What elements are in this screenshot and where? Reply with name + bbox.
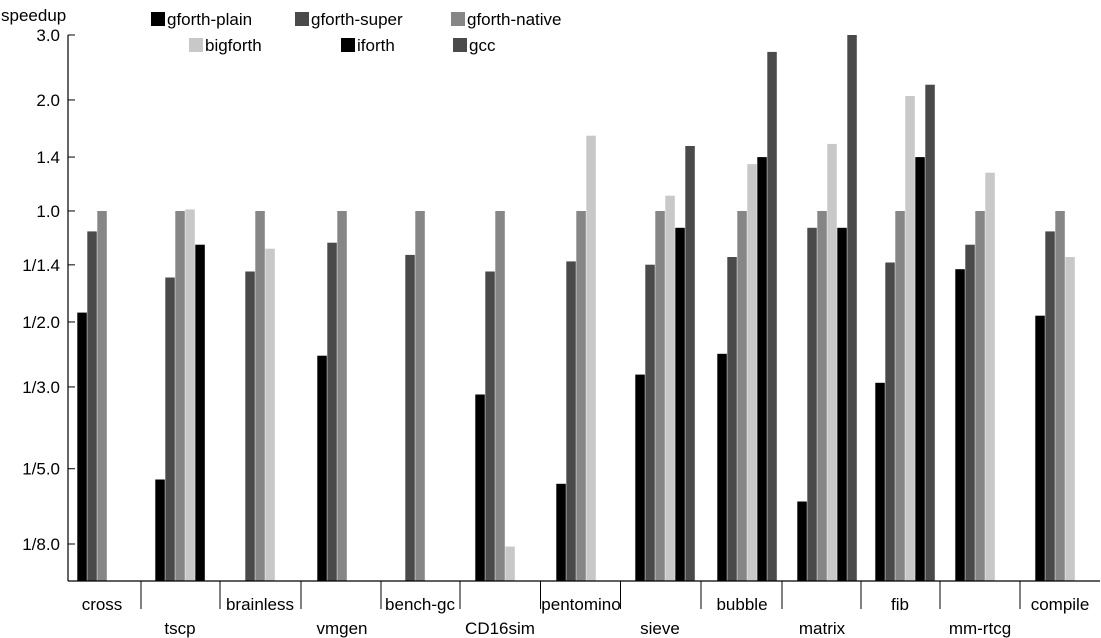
legend-label-bigforth: bigforth: [205, 36, 262, 55]
bar-bigforth-bubble: [747, 164, 757, 581]
bar-gforth-plain-cross: [77, 312, 87, 581]
bar-gforth-super-matrix: [807, 227, 817, 582]
bar-gcc-bubble: [767, 51, 777, 581]
bar-bigforth-tscp: [185, 209, 195, 581]
bar-iforth-fib: [915, 157, 925, 581]
legend-swatch-gcc: [453, 38, 467, 52]
category-label-compile: compile: [1031, 595, 1090, 614]
bar-iforth-tscp: [195, 244, 205, 581]
legend-swatch-gforth-super: [295, 12, 309, 26]
bar-gforth-plain-sieve: [635, 374, 645, 581]
bar-gforth-super-tscp: [165, 277, 175, 581]
bar-gforth-native-vmgen: [337, 211, 347, 581]
bar-gforth-native-mm-rtcg: [975, 211, 985, 581]
y-tick-label: 1.4: [36, 148, 60, 167]
category-label-vmgen: vmgen: [316, 619, 367, 638]
bar-gforth-plain-CD16sim: [475, 394, 485, 581]
bar-gcc-fib: [925, 84, 935, 581]
category-label-brainless: brainless: [226, 595, 294, 614]
bar-bigforth-matrix: [827, 143, 837, 581]
bar-gforth-super-mm-rtcg: [965, 244, 975, 581]
legend-swatch-gforth-plain: [151, 12, 165, 26]
y-tick-label: 2.0: [36, 91, 60, 110]
bar-gforth-plain-pentomino: [556, 483, 566, 581]
bar-gforth-super-fib: [885, 262, 895, 581]
bar-iforth-matrix: [837, 227, 847, 582]
bar-gforth-plain-mm-rtcg: [955, 269, 965, 581]
category-labels: cross tscp brainless vmgen bench-gc CD16sim pe…: [82, 595, 1090, 638]
bar-bigforth-sieve: [665, 195, 675, 581]
bar-gforth-plain-vmgen: [317, 355, 327, 581]
bar-bigforth-pentomino: [586, 135, 596, 581]
bar-gforth-super-cross: [87, 231, 97, 581]
bar-gforth-native-sieve: [655, 211, 665, 581]
bar-gforth-plain-compile: [1035, 315, 1045, 581]
y-tick-label: 1/1.4: [22, 256, 60, 275]
bar-gforth-native-fib: [895, 211, 905, 581]
y-tick-label: 1.0: [36, 202, 60, 221]
legend-label-iforth: iforth: [357, 36, 395, 55]
bar-gcc-sieve: [685, 146, 695, 581]
y-tick-label: 1/3.0: [22, 378, 60, 397]
bar-gforth-super-bench-gc: [405, 254, 415, 581]
y-tick-label: 3.0: [36, 26, 60, 45]
legend-swatch-bigforth: [189, 38, 203, 52]
bar-gforth-super-bubble: [727, 257, 737, 581]
category-label-fib: fib: [891, 595, 909, 614]
category-label-tscp: tscp: [164, 619, 195, 638]
bar-iforth-sieve: [675, 227, 685, 582]
category-label-bench-gc: bench-gc: [385, 595, 455, 614]
bar-bigforth-mm-rtcg: [985, 172, 995, 581]
bar-gforth-super-vmgen: [327, 242, 337, 581]
bar-iforth-bubble: [757, 157, 767, 581]
category-label-CD16sim: CD16sim: [465, 619, 535, 638]
axes: [67, 35, 1100, 609]
bar-gforth-plain-fib: [875, 382, 885, 581]
bar-gforth-plain-tscp: [155, 479, 165, 581]
bar-gforth-native-brainless: [255, 211, 265, 581]
category-label-cross: cross: [82, 595, 123, 614]
category-label-pentomino: pentomino: [541, 595, 620, 614]
bar-gforth-native-bubble: [737, 211, 747, 581]
category-label-mm-rtcg: mm-rtcg: [949, 619, 1011, 638]
bar-gforth-super-CD16sim: [485, 271, 495, 581]
category-label-matrix: matrix: [799, 619, 846, 638]
category-label-sieve: sieve: [640, 619, 680, 638]
y-axis-label: speedup: [1, 6, 66, 25]
legend-label-gforth-plain: gforth-plain: [167, 10, 252, 29]
bar-bigforth-fib: [905, 96, 915, 581]
legend: gforth-plain gforth-super gforth-native big…: [151, 10, 562, 55]
bar-bigforth-compile: [1065, 257, 1075, 581]
y-tick-label: 1/5.0: [22, 460, 60, 479]
bar-gforth-super-brainless: [245, 271, 255, 581]
bars: [77, 35, 1075, 582]
bar-bigforth-CD16sim: [505, 546, 515, 581]
bar-gforth-plain-matrix: [797, 501, 807, 581]
bar-gforth-super-pentomino: [566, 261, 576, 581]
y-tick-label: 1/8.0: [22, 535, 60, 554]
bar-gcc-matrix: [847, 35, 857, 581]
y-ticks: 1/8.0 1/5.0 1/3.0 1/2.0 1/1.4 1.0 1.4 2.0 3.0: [22, 26, 75, 554]
bar-gforth-plain-bubble: [717, 353, 727, 581]
legend-swatch-gforth-native: [451, 12, 465, 26]
bar-bigforth-brainless: [265, 248, 275, 581]
bar-gforth-native-CD16sim: [495, 211, 505, 581]
bar-gforth-native-compile: [1055, 211, 1065, 581]
bar-gforth-native-tscp: [175, 211, 185, 581]
category-label-bubble: bubble: [716, 595, 767, 614]
bar-gforth-native-pentomino: [576, 211, 586, 581]
bar-gforth-super-sieve: [645, 264, 655, 581]
y-tick-label: 1/2.0: [22, 313, 60, 332]
bar-gforth-super-compile: [1045, 231, 1055, 581]
bar-gforth-native-matrix: [817, 211, 827, 581]
legend-label-gforth-native: gforth-native: [467, 10, 562, 29]
legend-swatch-iforth: [341, 38, 355, 52]
bar-gforth-native-bench-gc: [415, 211, 425, 581]
bar-gforth-native-cross: [97, 211, 107, 581]
legend-label-gcc: gcc: [469, 36, 496, 55]
legend-label-gforth-super: gforth-super: [311, 10, 403, 29]
